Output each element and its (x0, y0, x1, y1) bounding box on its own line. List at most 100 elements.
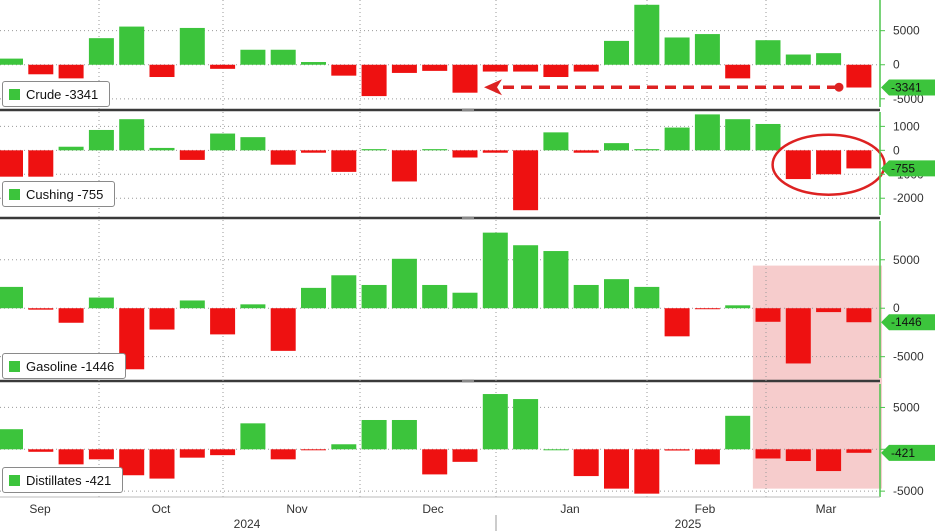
crude-bar (785, 54, 811, 65)
crude-arrow-origin-dot (834, 82, 844, 92)
crude-bar (119, 26, 145, 65)
crude-bar (391, 64, 417, 73)
gasoline-bar (664, 308, 690, 337)
cushing-bar (301, 150, 326, 153)
legend-swatch-distillates (9, 474, 20, 486)
gasoline-bar (331, 275, 357, 309)
gasoline-bar (604, 279, 629, 309)
cushing-last-value-label: -755 (891, 161, 915, 175)
crude-bar (543, 64, 569, 78)
distillates-bar (149, 449, 175, 479)
distillates-bar (210, 449, 236, 456)
cushing-bar (28, 150, 54, 177)
gasoline-bar (301, 287, 326, 309)
gasoline-bar (785, 308, 811, 364)
crude-bar (725, 64, 751, 79)
distillates-bar (301, 449, 326, 451)
cushing-bar (513, 150, 539, 211)
crude-bar (240, 49, 266, 65)
distillates-bar (452, 449, 478, 462)
gasoline-tick-label: 5000 (893, 253, 920, 267)
gasoline-bar (240, 304, 266, 309)
cushing-bar (604, 143, 629, 151)
cushing-bar (482, 150, 508, 153)
cushing-highlight-ellipse (771, 133, 886, 196)
distillates-bar (634, 449, 660, 494)
cushing-bar (664, 127, 690, 151)
distillates-bar (270, 449, 296, 460)
distillates-bar (785, 449, 811, 462)
gasoline-bar (816, 308, 842, 313)
crude-tick-label: 0 (893, 58, 900, 72)
legend-crude: Crude -3341 (2, 81, 111, 107)
gasoline-last-value-label: -1446 (891, 315, 922, 329)
legend-swatch-gasoline (9, 360, 20, 372)
crude-bar (58, 64, 84, 79)
gasoline-bar (179, 300, 205, 309)
cushing-bar (58, 146, 84, 151)
legend-label-gasoline: Gasoline -1446 (26, 358, 115, 374)
x-month-label: Feb (695, 502, 716, 516)
panel-divider-grip-1 (462, 108, 474, 112)
legend-gasoline: Gasoline -1446 (2, 353, 127, 379)
crude-bar (452, 64, 478, 93)
legend-label-cushing: Cushing -755 (26, 186, 104, 202)
gasoline-bar (634, 286, 660, 309)
distillates-tick-label: -5000 (893, 484, 924, 498)
distillates-bar (391, 419, 417, 450)
crude-bar (0, 58, 23, 65)
gasoline-tick-label: -5000 (893, 350, 924, 364)
crude-bar (361, 64, 387, 97)
distillates-bar (179, 449, 205, 458)
distillates-bar (28, 449, 54, 452)
gasoline-bar (88, 297, 114, 309)
crude-bar (28, 64, 54, 75)
distillates-last-value-label: -421 (891, 446, 915, 460)
x-month-label: Nov (286, 502, 307, 516)
cushing-bar (270, 150, 296, 165)
panel-divider-grip-3 (462, 379, 474, 383)
distillates-bar (513, 399, 539, 450)
distillates-bar (604, 449, 629, 489)
legend-swatch-cushing (9, 188, 20, 200)
cushing-bar (846, 150, 872, 169)
crude-bar (604, 40, 629, 65)
cushing-tick-label: 0 (893, 143, 900, 157)
cushing-bar (543, 132, 569, 151)
crude-last-value-flag (881, 79, 935, 96)
gasoline-bar (28, 308, 54, 310)
x-month-label: Sep (29, 502, 51, 516)
cushing-bar (119, 119, 145, 151)
distillates-bar (240, 423, 266, 450)
cushing-bar (210, 133, 236, 151)
legend-label-distillates: Distillates -421 (26, 472, 112, 488)
distillates-tick-label: 5000 (893, 400, 920, 414)
distillates-bar (88, 449, 114, 460)
distillates-bar (361, 419, 387, 450)
cushing-bar (573, 150, 599, 153)
cushing-bar (452, 150, 478, 158)
x-month-label: Mar (816, 502, 837, 516)
gasoline-bar (452, 292, 478, 309)
gasoline-bar (361, 284, 387, 309)
cushing-bar (785, 150, 811, 180)
cushing-bar (694, 114, 720, 151)
distillates-last-value-flag (881, 444, 935, 461)
cushing-bar (755, 123, 781, 151)
distillates-bar (331, 444, 357, 450)
cushing-bar (391, 150, 417, 182)
gasoline-bar (58, 308, 84, 323)
cushing-bar (331, 150, 357, 172)
crude-bar (149, 64, 175, 78)
cushing-bar (725, 119, 751, 151)
cushing-bar (149, 147, 175, 151)
crude-bar (88, 38, 114, 65)
distillates-bar (543, 449, 569, 451)
gasoline-last-value-flag (881, 314, 935, 331)
crude-bar (816, 53, 842, 65)
crude-bar (664, 37, 690, 65)
cushing-bar (88, 129, 114, 151)
gasoline-bar (543, 251, 569, 309)
legend-distillates: Distillates -421 (2, 467, 124, 493)
